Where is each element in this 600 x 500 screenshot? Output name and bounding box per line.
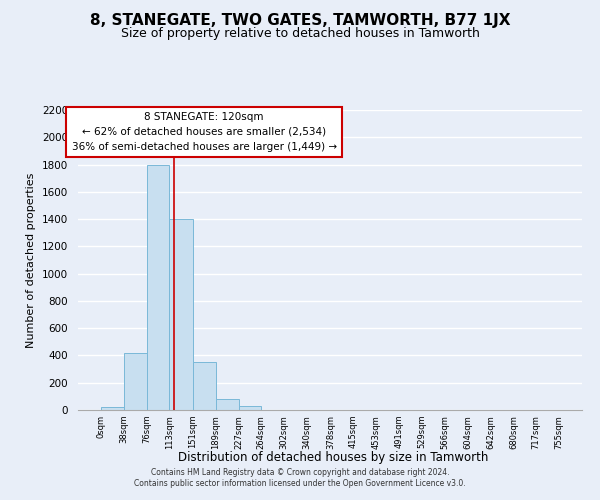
Bar [215, 399, 239, 410]
Text: Size of property relative to detached houses in Tamworth: Size of property relative to detached ho… [121, 28, 479, 40]
Text: 8, STANEGATE, TWO GATES, TAMWORTH, B77 1JX: 8, STANEGATE, TWO GATES, TAMWORTH, B77 1… [90, 12, 510, 28]
Bar [169, 219, 193, 410]
Y-axis label: Number of detached properties: Number of detached properties [26, 172, 37, 348]
Bar [147, 164, 169, 410]
Text: 8 STANEGATE: 120sqm
← 62% of detached houses are smaller (2,534)
36% of semi-det: 8 STANEGATE: 120sqm ← 62% of detached ho… [71, 112, 337, 152]
Text: Distribution of detached houses by size in Tamworth: Distribution of detached houses by size … [178, 451, 488, 464]
Text: Contains HM Land Registry data © Crown copyright and database right 2024.
Contai: Contains HM Land Registry data © Crown c… [134, 468, 466, 487]
Bar [101, 408, 124, 410]
Bar [193, 362, 215, 410]
Bar [239, 406, 261, 410]
Bar [124, 352, 147, 410]
